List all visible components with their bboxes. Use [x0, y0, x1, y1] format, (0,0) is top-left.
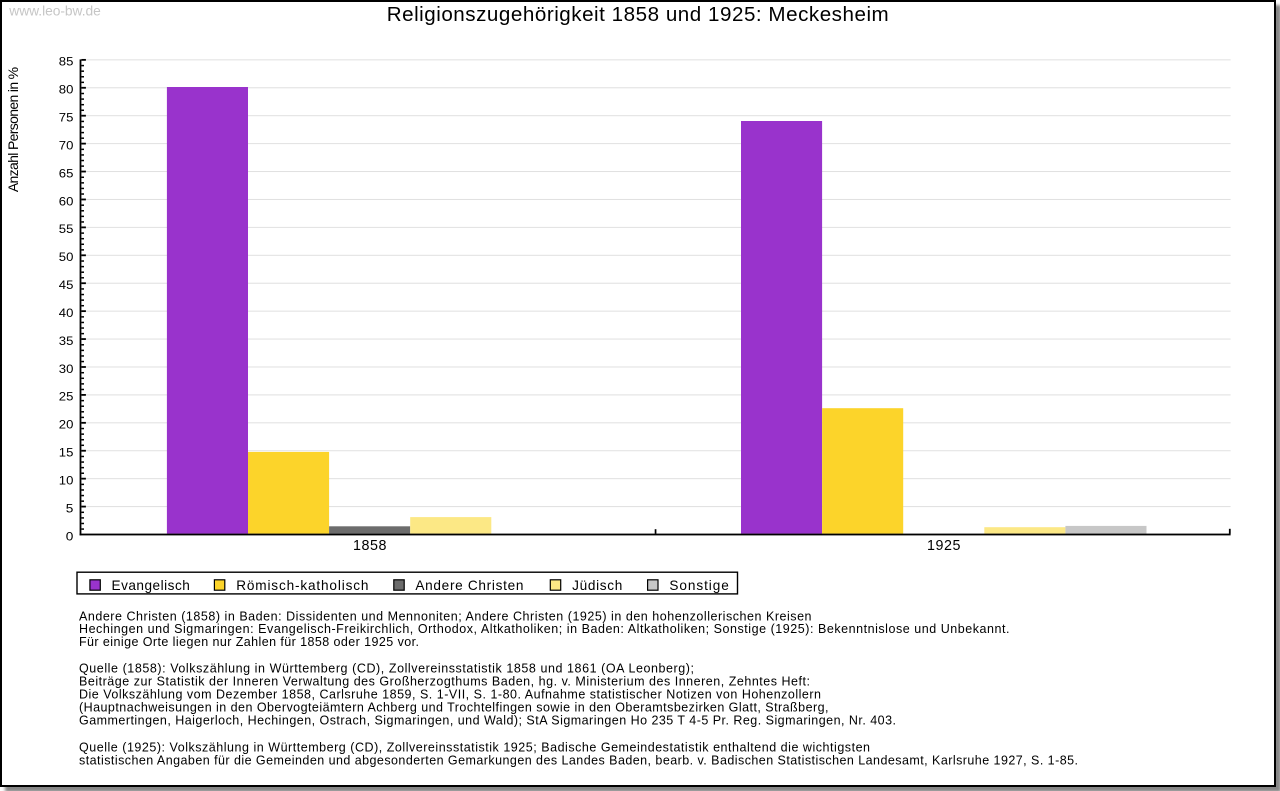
svg-text:(Hauptnachweisungen in den Obe: (Hauptnachweisungen in den Obervogteiämt…: [79, 701, 828, 715]
svg-text:75: 75: [59, 111, 74, 125]
svg-text:35: 35: [59, 334, 74, 348]
svg-text:1925: 1925: [927, 538, 961, 554]
svg-text:80: 80: [59, 83, 74, 97]
svg-text:50: 50: [59, 250, 74, 264]
svg-text:Beiträge zur Statistik der Inn: Beiträge zur Statistik der Inneren Verwa…: [79, 675, 810, 689]
svg-text:60: 60: [59, 194, 74, 208]
svg-text:Andere Christen: Andere Christen: [415, 578, 523, 593]
svg-text:Quelle (1858): Volkszählung in: Quelle (1858): Volkszählung in Württembe…: [79, 662, 694, 676]
svg-text:www.leo-bw.de: www.leo-bw.de: [8, 4, 101, 19]
svg-text:Andere Christen (1858) in Bade: Andere Christen (1858) in Baden: Disside…: [79, 610, 812, 624]
svg-text:Hechingen und Sigmaringen: Eva: Hechingen und Sigmaringen: Evangelisch-F…: [79, 622, 1010, 636]
svg-text:65: 65: [59, 166, 74, 180]
svg-text:15: 15: [59, 446, 74, 460]
svg-text:Römisch-katholisch: Römisch-katholisch: [236, 578, 368, 593]
svg-text:Jüdisch: Jüdisch: [572, 578, 622, 593]
svg-text:5: 5: [66, 501, 74, 515]
svg-text:55: 55: [59, 222, 74, 236]
svg-text:70: 70: [59, 138, 74, 152]
svg-text:20: 20: [59, 418, 74, 432]
svg-text:25: 25: [59, 390, 74, 404]
svg-text:45: 45: [59, 278, 74, 292]
svg-text:0: 0: [66, 529, 74, 543]
svg-text:Die Volkszählung vom Dezember: Die Volkszählung vom Dezember 1858, Carl…: [79, 688, 821, 702]
svg-text:10: 10: [59, 473, 74, 487]
svg-text:30: 30: [59, 362, 74, 376]
svg-text:Quelle (1925): Volkszählung in: Quelle (1925): Volkszählung in Württembe…: [79, 741, 870, 755]
svg-text:40: 40: [59, 306, 74, 320]
svg-text:1858: 1858: [353, 538, 387, 554]
svg-text:Anzahl Personen in %: Anzahl Personen in %: [5, 67, 21, 192]
svg-text:Religionszugehörigkeit 1858 un: Religionszugehörigkeit 1858 und 1925: Me…: [387, 3, 889, 26]
svg-text:Evangelisch: Evangelisch: [112, 578, 190, 593]
svg-text:statistischen Angaben für die: statistischen Angaben für die Gemeinden …: [79, 753, 1078, 767]
svg-text:Gammertingen, Haigerloch, Hech: Gammertingen, Haigerloch, Hechingen, Ost…: [79, 713, 896, 727]
svg-text:Sonstige: Sonstige: [669, 578, 728, 593]
svg-text:85: 85: [59, 55, 74, 69]
svg-text:Für einige Orte liegen nur Zah: Für einige Orte liegen nur Zahlen für 18…: [79, 635, 419, 649]
